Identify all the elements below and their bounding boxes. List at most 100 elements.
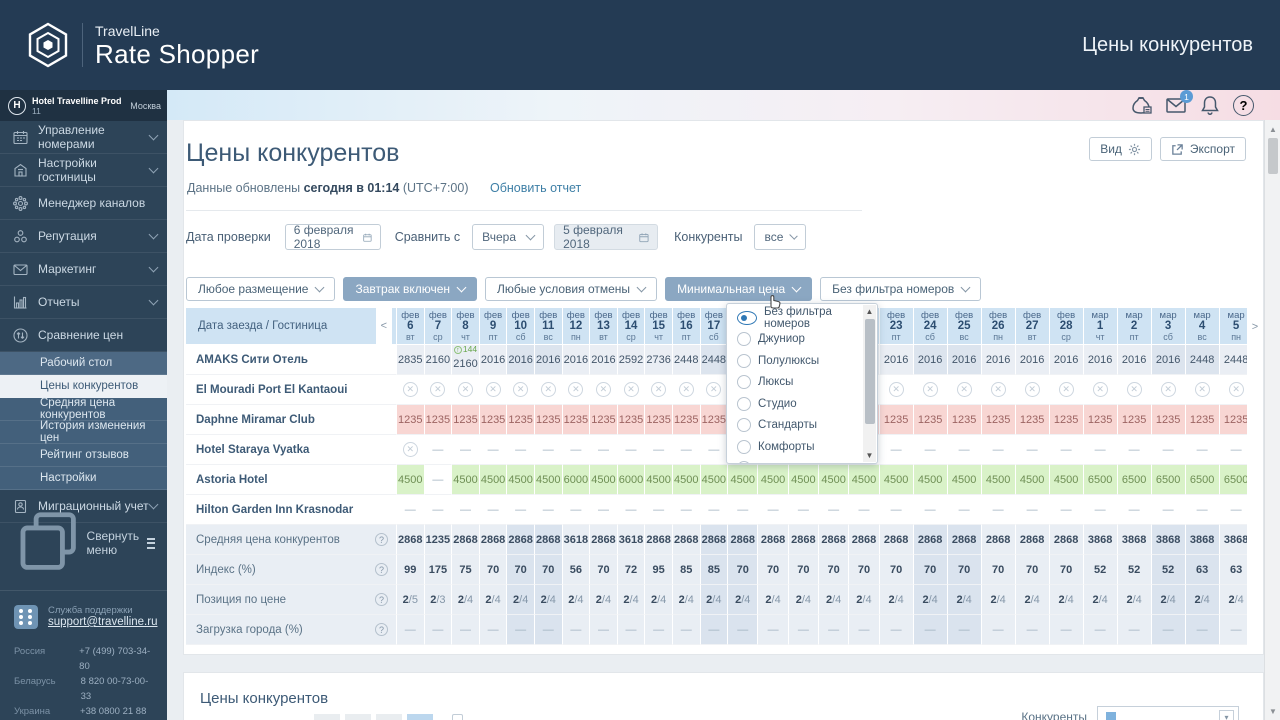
price-cell[interactable]: ✕	[1049, 375, 1084, 405]
sidebar-item-0[interactable]: Управление номерами	[0, 121, 167, 154]
competitors-select[interactable]: все	[754, 224, 807, 250]
bottom-competitors-select[interactable]: ▾	[1097, 706, 1239, 720]
price-cell[interactable]: 2016	[879, 345, 914, 375]
price-cell[interactable]: —	[947, 435, 982, 465]
price-cell[interactable]: —	[1049, 495, 1084, 525]
price-cell[interactable]: —	[645, 435, 673, 465]
price-cell[interactable]: ✕	[981, 375, 1016, 405]
date-column-header[interactable]: фев 16 пт	[672, 308, 701, 345]
price-cell[interactable]: 4500	[507, 465, 535, 495]
price-cell[interactable]: 4500	[397, 465, 425, 495]
price-cell[interactable]: —	[672, 435, 701, 465]
price-cell[interactable]: —	[1151, 435, 1186, 465]
sidebar-item-migration[interactable]: Миграционный учет	[0, 490, 167, 523]
price-cell[interactable]: 6500	[1083, 465, 1118, 495]
price-cell[interactable]: —	[1083, 435, 1118, 465]
price-cell[interactable]: 2016	[590, 345, 618, 375]
price-cell[interactable]: 4500	[452, 465, 480, 495]
money-bag-icon[interactable]	[1131, 94, 1153, 116]
price-cell[interactable]: 1235	[981, 405, 1016, 435]
export-button[interactable]: Экспорт	[1159, 137, 1246, 161]
price-cell[interactable]: —	[788, 495, 820, 525]
price-cell[interactable]: 2448	[700, 345, 729, 375]
price-cell[interactable]: 2016	[562, 345, 591, 375]
scroll-down-arrow[interactable]: ▼	[1269, 706, 1277, 716]
price-cell[interactable]: ✕	[397, 435, 425, 465]
price-cell[interactable]: 2592	[617, 345, 646, 375]
price-cell[interactable]: ✕	[1083, 375, 1118, 405]
view-button[interactable]: Вид	[1089, 137, 1152, 161]
room-filter-option-2[interactable]: Полулюксы	[727, 350, 877, 372]
price-cell[interactable]: 4500	[879, 465, 914, 495]
price-cell[interactable]: 4500	[479, 465, 508, 495]
room-filter-option-7[interactable]	[727, 458, 877, 463]
price-cell[interactable]: 1235	[1117, 405, 1152, 435]
price-cell[interactable]: ✕	[562, 375, 591, 405]
price-cell[interactable]: ✕	[479, 375, 508, 405]
date-column-header[interactable]: фев 28 ср	[1049, 308, 1084, 345]
price-cell[interactable]: 1235	[479, 405, 508, 435]
price-cell[interactable]: —	[1185, 495, 1220, 525]
price-cell[interactable]: 2835	[397, 345, 425, 375]
price-cell[interactable]: —	[1083, 495, 1118, 525]
price-cell[interactable]: 4500	[849, 465, 880, 495]
price-cell[interactable]: 6500	[1117, 465, 1152, 495]
sidebar-item-6[interactable]: Сравнение цен	[0, 319, 167, 352]
price-cell[interactable]: 1235	[1185, 405, 1220, 435]
price-cell[interactable]: —	[879, 495, 914, 525]
price-cell[interactable]: —	[700, 495, 729, 525]
price-cell[interactable]: 2016	[947, 345, 982, 375]
price-cell[interactable]: 2160	[424, 345, 453, 375]
price-cell[interactable]: 4500	[728, 465, 759, 495]
price-cell[interactable]: —	[424, 495, 453, 525]
sidebar-subitem-2[interactable]: Средняя цена конкурентов	[0, 397, 167, 421]
room-filter-option-5[interactable]: Стандарты	[727, 415, 877, 437]
price-cell[interactable]: ✕	[1015, 375, 1050, 405]
price-cell[interactable]: —	[452, 495, 480, 525]
sidebar-subitem-3[interactable]: История изменения цен	[0, 420, 167, 444]
price-cell[interactable]: —	[1015, 435, 1050, 465]
price-cell[interactable]: 1235	[562, 405, 591, 435]
sidebar-item-2[interactable]: Менеджер каналов	[0, 187, 167, 220]
filter-pill-1[interactable]: Завтрак включен	[343, 277, 477, 301]
checkbox[interactable]	[452, 714, 463, 720]
price-cell[interactable]: 2016	[1049, 345, 1084, 375]
date-column-header[interactable]: фев 8 чт	[452, 308, 480, 345]
price-cell[interactable]: ✕	[879, 375, 914, 405]
compare-with-select[interactable]: Вчера	[472, 224, 545, 250]
date-column-header[interactable]: фев 23 пт	[879, 308, 914, 345]
price-cell[interactable]: ✕	[645, 375, 673, 405]
price-cell[interactable]: —	[672, 495, 701, 525]
messages-envelope-icon[interactable]: 1	[1165, 90, 1193, 116]
date-column-header[interactable]: фев 27 вт	[1015, 308, 1050, 345]
price-cell[interactable]: 1235	[1015, 405, 1050, 435]
mini-tab-active[interactable]	[407, 714, 433, 720]
price-cell[interactable]: 1235	[534, 405, 563, 435]
help-circle-icon[interactable]: ?	[375, 593, 388, 606]
price-cell[interactable]: 1235	[452, 405, 480, 435]
price-cell[interactable]: 4500	[947, 465, 982, 495]
price-cell[interactable]: 2736	[645, 345, 673, 375]
date-column-header[interactable]: фев 6 вт	[397, 308, 425, 345]
price-cell[interactable]: —	[879, 435, 914, 465]
mini-tab[interactable]	[376, 714, 402, 720]
date-column-header[interactable]: фев 10 сб	[507, 308, 535, 345]
price-cell[interactable]: ✕	[452, 375, 480, 405]
date-column-header[interactable]: мар 1 чт	[1083, 308, 1118, 345]
price-cell[interactable]: —	[1049, 435, 1084, 465]
price-cell[interactable]: —	[1185, 435, 1220, 465]
date-column-header[interactable]: фев 15 чт	[645, 308, 673, 345]
mini-tab[interactable]	[314, 714, 340, 720]
date-column-header[interactable]: фев 26 пн	[981, 308, 1016, 345]
price-cell[interactable]: 2016	[1117, 345, 1152, 375]
prev-dates-button[interactable]: <	[375, 308, 392, 344]
mini-tabs[interactable]	[314, 714, 463, 720]
date-column-header[interactable]: мар 3 сб	[1151, 308, 1186, 345]
date-column-header[interactable]: фев 11 вс	[534, 308, 563, 345]
filter-pill-0[interactable]: Любое размещение	[186, 277, 336, 301]
price-cell[interactable]: 1235	[645, 405, 673, 435]
price-cell[interactable]: —	[728, 495, 759, 525]
price-cell[interactable]: 4500	[758, 465, 789, 495]
price-cell[interactable]: ✕	[617, 375, 646, 405]
price-cell[interactable]: ✕	[534, 375, 563, 405]
